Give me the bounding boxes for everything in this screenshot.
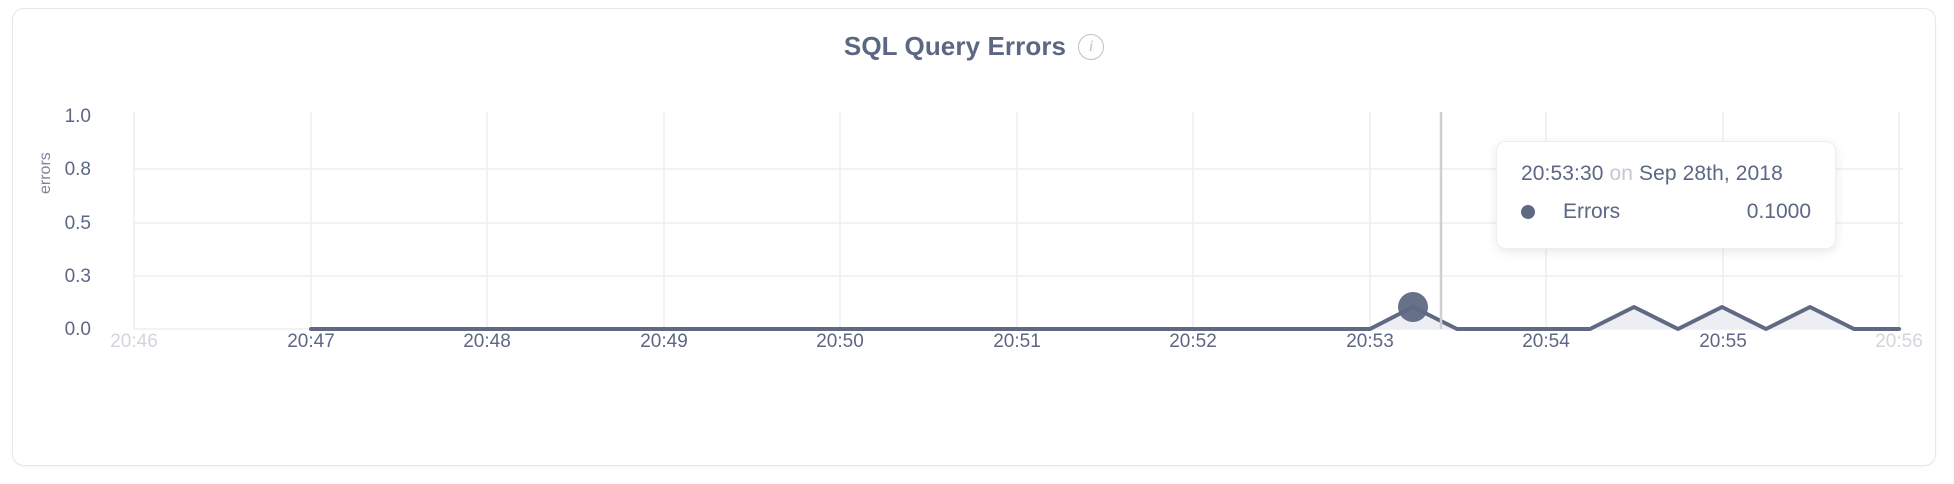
x-tick-2056: 20:56: [1875, 331, 1923, 352]
x-tick-2054: 20:54: [1522, 331, 1570, 352]
tooltip-date: Sep 28th, 2018: [1638, 162, 1783, 185]
x-tick-2048: 20:48: [463, 331, 511, 352]
highlighted-data-point: [1398, 292, 1428, 322]
chart-header: SQL Query Errors i: [13, 31, 1935, 62]
info-icon[interactable]: i: [1078, 33, 1105, 60]
x-tick-2051: 20:51: [993, 331, 1041, 352]
y-tick-1-0: 1.0: [64, 106, 91, 127]
x-tick-2055: 20:55: [1699, 331, 1747, 352]
x-tick-2053: 20:53: [1346, 331, 1394, 352]
series-dot-icon: [1521, 205, 1535, 219]
x-tick-2049: 20:49: [640, 331, 688, 352]
series-area-errors: [311, 307, 1899, 329]
tooltip-series-label: Errors: [1563, 200, 1621, 223]
page-title: SQL Query Errors: [843, 31, 1067, 61]
tooltip-time: 20:53:30: [1521, 162, 1604, 185]
y-tick-0-5: 0.5: [64, 213, 91, 234]
tooltip-series-value: 0.1000: [1746, 200, 1811, 223]
y-tick-0-0: 0.0: [64, 319, 91, 340]
tooltip-on-word: on: [1609, 162, 1634, 185]
chart-tooltip: 20:53:30 on Sep 28th, 2018 Errors 0.1000: [1496, 141, 1836, 249]
y-tick-0-8: 0.8: [64, 159, 91, 180]
plot-area[interactable]: errors 1.0 0.8 0.5 0.3 0.0 20:46 20:47 2…: [13, 9, 1937, 467]
y-tick-0-3: 0.3: [64, 266, 91, 287]
x-tick-2050: 20:50: [816, 331, 864, 352]
tooltip-series-row: Errors 0.1000: [1521, 200, 1811, 224]
chart-card: SQL Query Errors i errors 1.0 0.8 0.5 0.…: [12, 8, 1936, 466]
x-tick-2052: 20:52: [1169, 331, 1217, 352]
tooltip-timestamp: 20:53:30 on Sep 28th, 2018: [1521, 162, 1811, 186]
x-tick-2047: 20:47: [287, 331, 335, 352]
x-tick-2046: 20:46: [110, 331, 158, 352]
